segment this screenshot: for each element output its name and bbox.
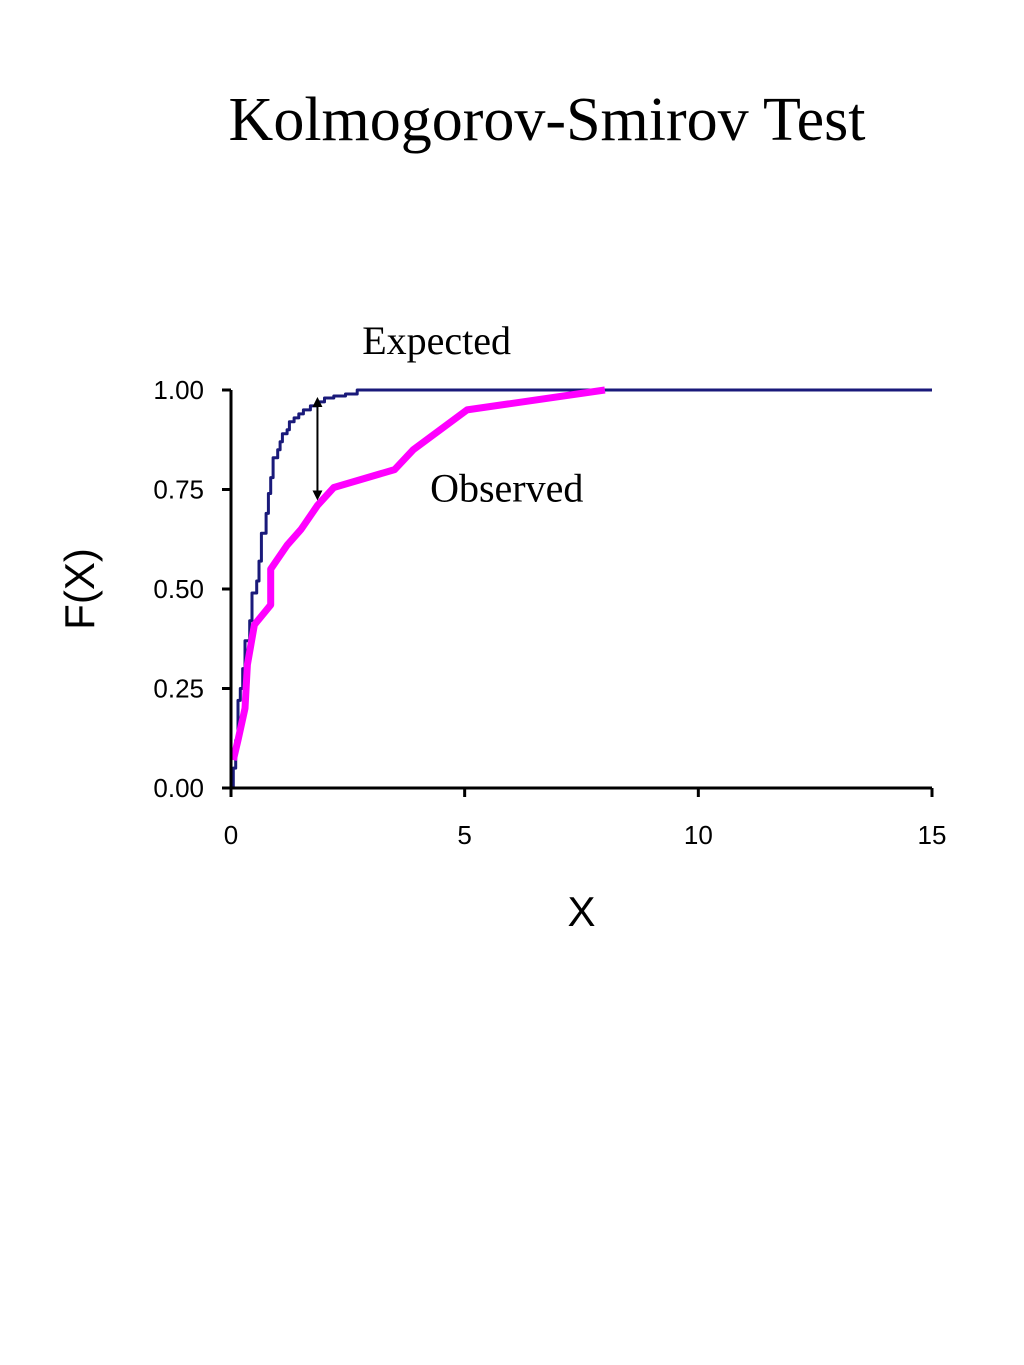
axes-layer: 0.00 0.25 0.50 0.75 1.00 0 5 10 15 X F(X) — [56, 375, 946, 935]
x-tick-label: 0 — [224, 820, 238, 850]
x-tick-label: 5 — [457, 820, 471, 850]
annotation-layer: Expected Observed — [312, 318, 583, 510]
annotation-expected: Expected — [362, 318, 511, 363]
y-tick-label: 0.75 — [153, 475, 204, 505]
y-tick-label: 0.50 — [153, 574, 204, 604]
slide-title: Kolmogorov-Smirov Test — [228, 86, 866, 154]
y-tick-label: 0.25 — [153, 674, 204, 704]
y-axis-label: F(X) — [56, 548, 103, 630]
y-tick-label: 0.00 — [153, 773, 204, 803]
x-axis-label: X — [567, 888, 595, 935]
y-tick-label: 1.00 — [153, 375, 204, 405]
x-tick-label: 15 — [918, 820, 947, 850]
series-line-observed — [229, 386, 606, 761]
annotation-observed: Observed — [430, 465, 583, 510]
x-tick-label: 10 — [684, 820, 713, 850]
series-line-expected — [231, 388, 932, 790]
series-layer — [229, 386, 932, 790]
